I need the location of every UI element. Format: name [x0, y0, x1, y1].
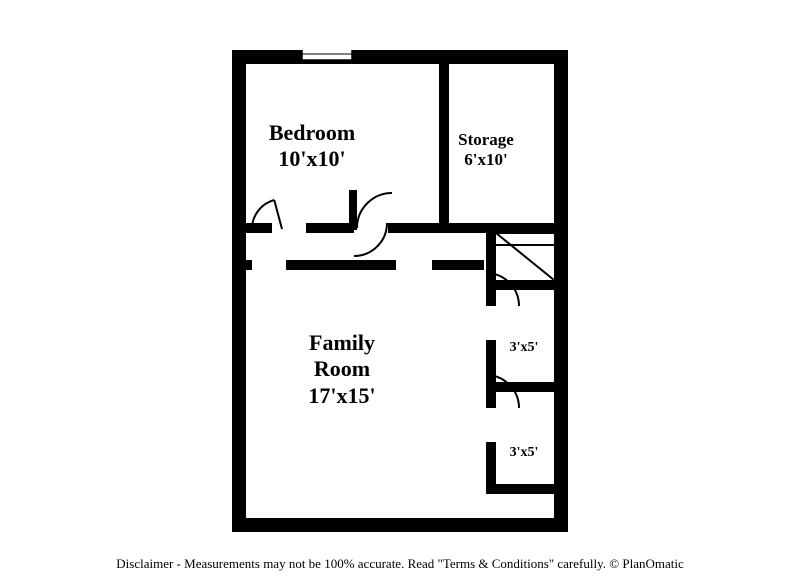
room-name: Storage	[426, 130, 546, 150]
wall	[232, 518, 568, 532]
wall	[486, 290, 496, 306]
room-dims: 6'x10'	[426, 150, 546, 170]
wall	[232, 50, 568, 64]
wall	[232, 260, 252, 270]
room-dims: 10'x10'	[252, 146, 372, 172]
room-label-closet-upper: 3'x5'	[464, 340, 584, 357]
room-dims: 3'x5'	[464, 340, 584, 357]
wall	[432, 260, 484, 270]
wall	[486, 484, 568, 494]
wall	[388, 223, 568, 233]
room-label-closet-lower: 3'x5'	[464, 445, 584, 462]
room-label-bedroom: Bedroom10'x10'	[252, 120, 372, 173]
room-dims: 17'x15'	[282, 383, 402, 409]
room-label-storage: Storage6'x10'	[426, 130, 546, 171]
wall	[486, 382, 568, 392]
wall	[486, 392, 496, 408]
room-name: Bedroom	[252, 120, 372, 146]
wall	[349, 190, 357, 230]
room-dims: 3'x5'	[464, 445, 584, 462]
room-label-family-room: FamilyRoom17'x15'	[282, 330, 402, 409]
disclaimer-text: Disclaimer - Measurements may not be 100…	[0, 556, 800, 572]
wall	[306, 223, 354, 233]
room-name: Room	[282, 356, 402, 382]
room-name: Family	[282, 330, 402, 356]
wall	[286, 260, 396, 270]
wall	[486, 280, 560, 290]
floorplan-container: Bedroom10'x10' Storage6'x10' FamilyRoom17'…	[232, 50, 568, 532]
wall	[232, 50, 246, 532]
wall	[486, 223, 496, 289]
